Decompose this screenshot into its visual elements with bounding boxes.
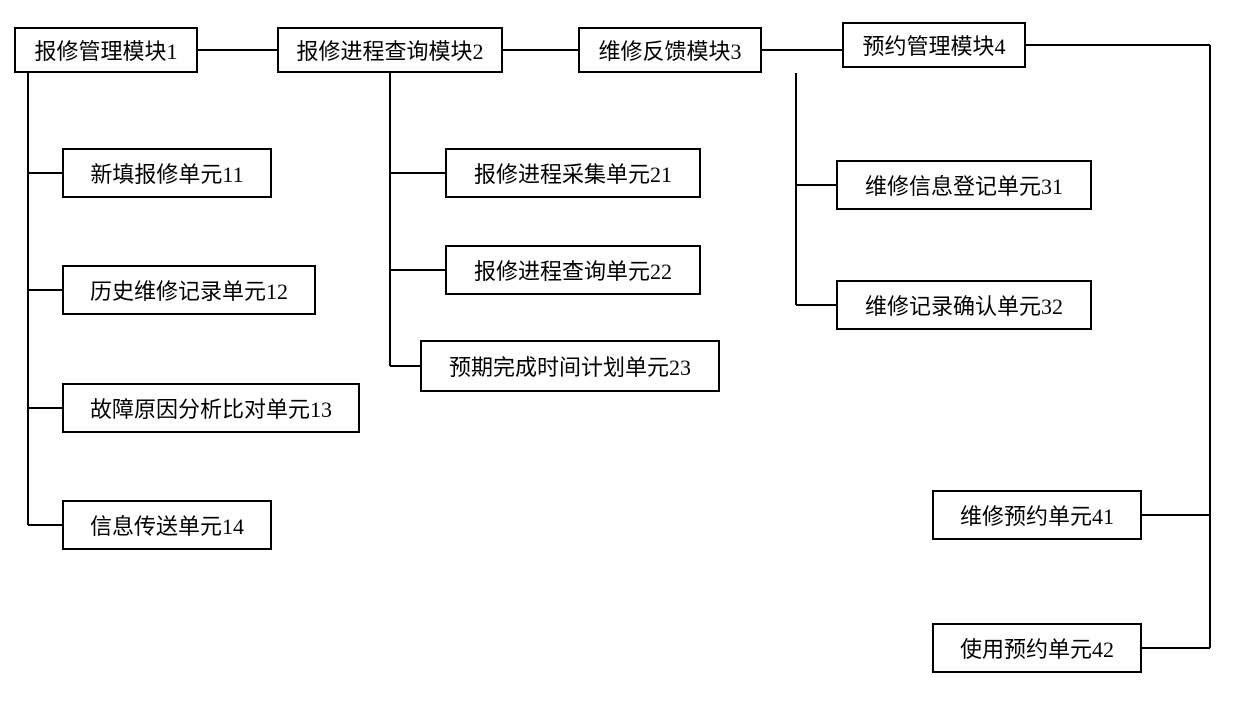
- unit-box-32: 维修记录确认单元32: [836, 280, 1092, 330]
- unit-box-22: 报修进程查询单元22: [445, 245, 701, 295]
- unit-box-14: 信息传送单元14: [62, 500, 272, 550]
- module-box-4: 预约管理模块4: [842, 22, 1026, 68]
- module-box-1: 报修管理模块1: [14, 27, 198, 73]
- diagram-canvas: 报修管理模块1 报修进程查询模块2 维修反馈模块3 预约管理模块4 新填报修单元…: [0, 0, 1240, 724]
- unit-box-23: 预期完成时间计划单元23: [420, 340, 720, 392]
- module-box-2: 报修进程查询模块2: [277, 27, 503, 73]
- unit-box-12: 历史维修记录单元12: [62, 265, 316, 315]
- unit-box-11: 新填报修单元11: [62, 148, 272, 198]
- unit-box-41: 维修预约单元41: [932, 490, 1142, 540]
- unit-box-13: 故障原因分析比对单元13: [62, 383, 360, 433]
- unit-box-42: 使用预约单元42: [932, 623, 1142, 673]
- module-box-3: 维修反馈模块3: [578, 27, 762, 73]
- unit-box-21: 报修进程采集单元21: [445, 148, 701, 198]
- unit-box-31: 维修信息登记单元31: [836, 160, 1092, 210]
